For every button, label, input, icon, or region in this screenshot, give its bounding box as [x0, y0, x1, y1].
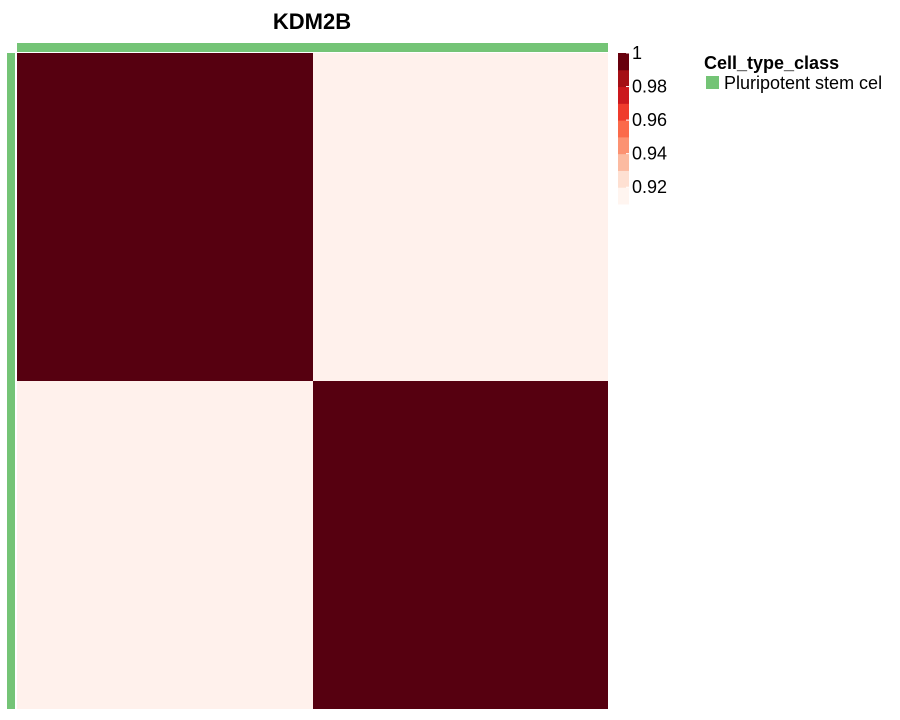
annotation-legend: Cell_type_class Pluripotent stem cel: [704, 53, 882, 93]
color-scale-segment: [618, 153, 629, 171]
heatmap-cell-r1-c2: [313, 53, 608, 381]
annotation-legend-label: Pluripotent stem cel: [724, 73, 882, 93]
heatmap-cell-r2-c1: [17, 381, 313, 709]
row-annotation-bar: [7, 53, 15, 709]
heatmap-cell-r2-c2: [313, 381, 608, 709]
color-scale-segment: [618, 187, 629, 205]
color-scale-segment: [618, 103, 629, 121]
heatmap-cell-r1-c1: [17, 53, 313, 381]
column-annotation-bar: [17, 43, 608, 52]
color-scale-segment: [618, 69, 629, 88]
color-scale-tick-label: 0.96: [632, 110, 667, 130]
heatmap-cells: [17, 53, 608, 709]
color-scale-segment: [618, 136, 629, 155]
color-scale-tick-label: 0.94: [632, 144, 667, 164]
color-scale-tick-label: 1: [632, 43, 642, 63]
color-scale-tick-label: 0.98: [632, 77, 667, 97]
annotation-legend-swatch: [706, 76, 719, 89]
color-scale-tick-label: 0.92: [632, 177, 667, 197]
color-scale-segment: [618, 53, 629, 71]
color-scale-segment: [618, 120, 629, 138]
chart-title: KDM2B: [273, 9, 351, 34]
annotation-legend-title: Cell_type_class: [704, 53, 839, 73]
color-scale-segment: [618, 170, 629, 188]
color-scale-segment: [618, 86, 629, 104]
color-scale-legend: 1 0.98 0.96 0.94 0.92: [618, 43, 667, 205]
